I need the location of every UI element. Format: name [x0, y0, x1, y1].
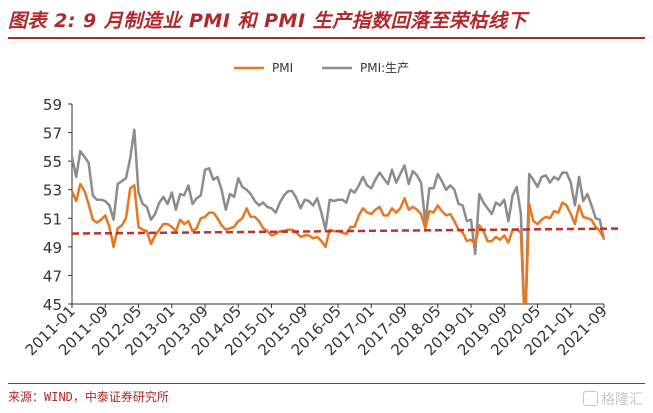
y-tick-label: 49: [43, 239, 62, 257]
y-tick-label: 53: [43, 182, 62, 200]
y-tick-label: 59: [43, 96, 62, 114]
x-axis: 2011-012011-092012-052013-012013-092014-…: [22, 302, 611, 359]
title-divider: [8, 37, 645, 39]
y-tick-label: 51: [43, 210, 62, 228]
source-divider: [8, 383, 645, 384]
y-tick-label: 55: [43, 153, 62, 171]
y-tick-label: 57: [43, 125, 62, 143]
watermark: 格隆汇: [583, 389, 643, 409]
legend-label-production: PMI:生产: [360, 61, 409, 75]
threshold-line-50: [71, 227, 621, 235]
line-chart: PMI PMI:生产 45 47 49 51 53 55 57 59 2011-012011-…: [22, 61, 621, 359]
chart-legend: PMI PMI:生产: [234, 61, 409, 75]
series-line-production: [70, 128, 606, 304]
plot-area: [70, 128, 621, 304]
legend-label-pmi: PMI: [272, 61, 293, 75]
watermark-logo-icon: [583, 391, 598, 406]
y-tick-label: 47: [43, 267, 62, 285]
y-axis: 45 47 49 51 53 55 57 59: [43, 96, 73, 314]
y-tick-label: 45: [43, 296, 62, 314]
watermark-text: 格隆汇: [601, 392, 643, 408]
page-title: 图表 2: 9 月制造业 PMI 和 PMI 生产指数回落至荣枯线下: [8, 10, 528, 32]
source-note: 来源：WIND，中泰证券研究所: [8, 390, 169, 404]
